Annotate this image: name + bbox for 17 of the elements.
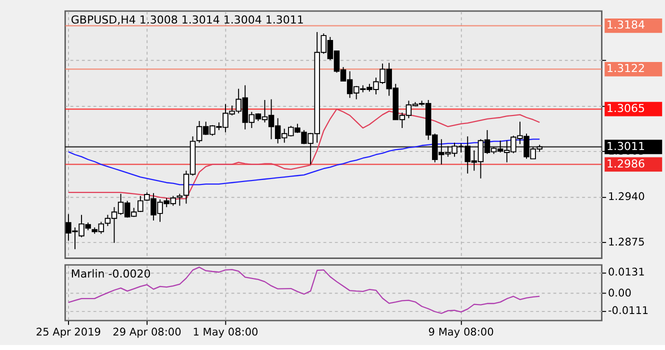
y-tick-label: 0.0131 xyxy=(608,266,645,279)
y-tick-label: 1.2940 xyxy=(608,190,645,203)
chart-title: Marlin -0.0020 xyxy=(70,267,151,280)
y-tick-label: -0.0111 xyxy=(608,305,649,318)
ref-line-label: 1.3011 xyxy=(606,140,646,153)
ref-line-label: 1.3184 xyxy=(606,18,646,32)
x-tick-label: 25 Apr 2019 xyxy=(36,326,101,338)
line-series xyxy=(68,266,540,314)
y-tick-label: 1.2875 xyxy=(608,236,645,249)
ref-line-label: 1.3122 xyxy=(606,62,646,76)
chart-title: GBPUSD,H4 1.3008 1.3014 1.3004 1.3011 xyxy=(70,14,304,26)
x-tick-label: 9 May 08:00 xyxy=(428,326,494,338)
x-tick-label: 29 Apr 08:00 xyxy=(112,326,182,338)
x-tick-label: 1 May 08:00 xyxy=(192,326,258,338)
ref-line-label: 1.2986 xyxy=(606,157,646,170)
ref-line-label: 1.3065 xyxy=(606,102,646,115)
y-tick-label: 0.00 xyxy=(608,288,632,300)
